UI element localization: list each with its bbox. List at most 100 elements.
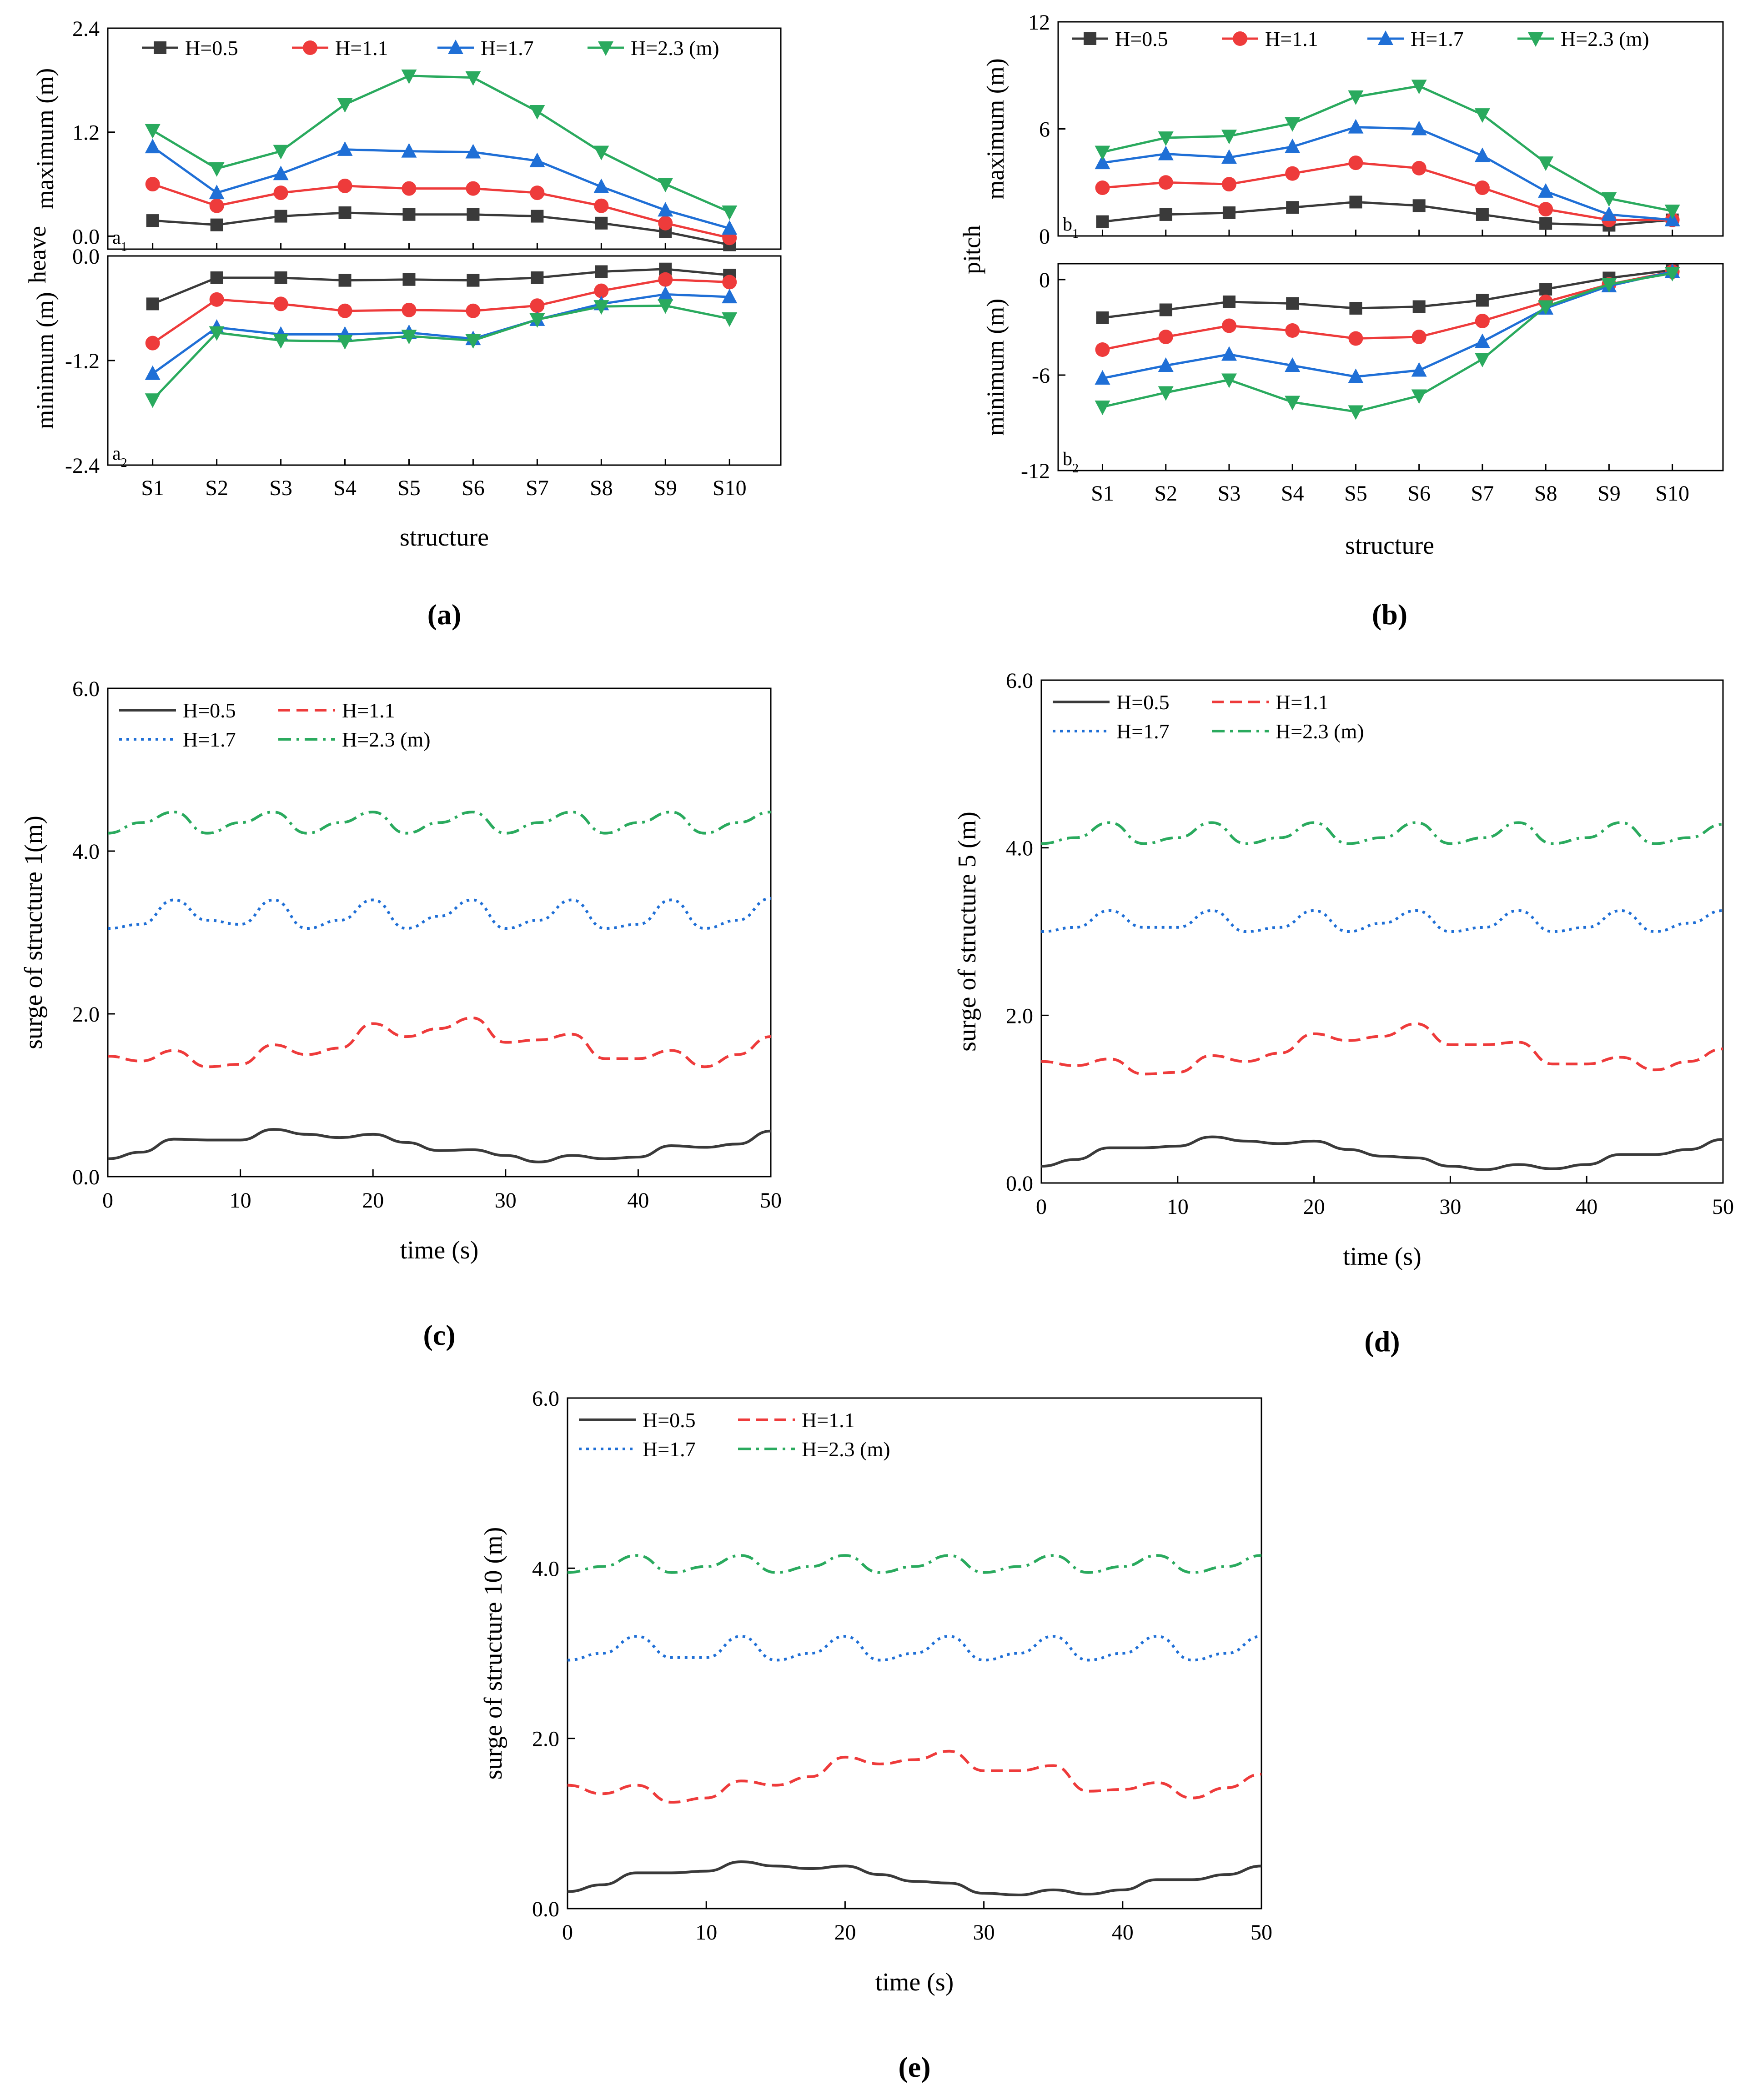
- data-point: [1158, 145, 1174, 160]
- data-point: [1221, 373, 1237, 388]
- y-tick-label: 6.0: [72, 677, 100, 701]
- data-point: [465, 71, 481, 86]
- y-tick-label: 0.0: [72, 245, 100, 269]
- legend-label: H=1.7: [481, 36, 534, 60]
- series-line: [152, 183, 730, 239]
- data-point: [1411, 160, 1427, 175]
- series-line: [567, 1635, 1262, 1662]
- data-point: [594, 283, 609, 298]
- x-tick-label: 0: [102, 1188, 113, 1213]
- data-point: [531, 210, 544, 223]
- y-tick-label: 0.0: [72, 225, 100, 249]
- data-point: [658, 178, 673, 193]
- data-point: [722, 312, 738, 327]
- data-point: [722, 205, 738, 221]
- legend-label: H=0.5: [643, 1408, 696, 1432]
- panel-title: (a): [427, 598, 462, 631]
- y-tick-label: 6: [1039, 118, 1050, 142]
- legend-marker: [303, 40, 317, 55]
- data-point: [1348, 405, 1364, 420]
- data-point: [1348, 119, 1364, 134]
- x-tick-label: S6: [1407, 481, 1431, 506]
- data-point: [1601, 192, 1617, 207]
- legend-label: H=1.7: [643, 1438, 696, 1461]
- legend-label: H=1.1: [1265, 27, 1318, 50]
- y-tick-label: -1.2: [65, 349, 100, 373]
- data-point: [337, 178, 352, 193]
- data-point: [1095, 342, 1110, 357]
- data-point: [1285, 166, 1300, 181]
- legend-label: H=1.1: [342, 699, 395, 722]
- data-point: [1158, 357, 1174, 372]
- series-line: [152, 75, 730, 213]
- data-point: [1285, 138, 1301, 153]
- x-tick-label: 0: [1036, 1195, 1047, 1219]
- data-point: [1095, 180, 1110, 195]
- data-point: [146, 214, 159, 227]
- series-line: [107, 1016, 771, 1068]
- y-tick-label: 4.0: [72, 840, 100, 864]
- y-tick-label: -2.4: [65, 454, 100, 478]
- x-tick-label: S2: [205, 476, 228, 500]
- data-point: [402, 208, 416, 221]
- y-tick-label: 0.0: [532, 1897, 559, 1921]
- series-line: [567, 1860, 1262, 1897]
- data-point: [466, 303, 481, 318]
- y-axis-label: minimum (m): [31, 292, 59, 429]
- data-point: [1286, 201, 1299, 214]
- data-point: [658, 272, 673, 287]
- data-point: [1221, 177, 1236, 192]
- data-point: [466, 181, 481, 196]
- data-point: [1601, 206, 1617, 221]
- y-tick-label: 2.4: [72, 17, 100, 41]
- y-tick-label: 2.0: [532, 1727, 559, 1751]
- plot-frame-a2: [107, 255, 782, 466]
- series-line: [107, 1128, 771, 1163]
- legend-label: H=1.1: [802, 1408, 855, 1432]
- series-line: [1102, 126, 1673, 221]
- legend-marker: [448, 40, 463, 54]
- data-point: [1286, 297, 1299, 310]
- data-point: [593, 178, 609, 193]
- data-point: [1411, 120, 1427, 135]
- data-point: [338, 274, 352, 287]
- y-tick-label: -6: [1032, 364, 1050, 388]
- data-point: [529, 313, 545, 328]
- panel-title: (b): [1372, 598, 1407, 631]
- series-line: [152, 293, 730, 375]
- data-point: [1158, 330, 1173, 344]
- series-line: [1041, 1135, 1723, 1171]
- data-point: [658, 286, 673, 301]
- corner-label: a2: [112, 443, 127, 470]
- y-tick-label: 0.0: [72, 1165, 100, 1189]
- data-point: [1348, 368, 1364, 383]
- data-point: [1096, 311, 1109, 324]
- y-tick-label: 6.0: [532, 1387, 559, 1411]
- data-point: [274, 210, 287, 223]
- plot-frame-a1: [107, 27, 782, 250]
- data-point: [593, 145, 609, 160]
- data-point: [1096, 215, 1109, 228]
- data-point: [1221, 318, 1236, 333]
- plot-frame-e: [567, 1397, 1262, 1910]
- data-point: [145, 365, 161, 380]
- x-axis-label: time (s): [875, 1968, 954, 1996]
- y-tick-label: -12: [1021, 459, 1050, 483]
- legend-label: H=2.3 (m): [631, 36, 719, 60]
- data-point: [529, 152, 545, 167]
- panel-title: (e): [898, 2051, 930, 2083]
- data-point: [1411, 389, 1427, 404]
- data-point: [1411, 362, 1427, 377]
- series-line: [1102, 200, 1673, 226]
- legend-marker: [154, 41, 166, 54]
- data-point: [1158, 175, 1173, 190]
- x-tick-label: 40: [1112, 1920, 1134, 1945]
- data-point: [1349, 302, 1362, 315]
- data-point: [273, 145, 289, 160]
- corner-label: b1: [1063, 214, 1079, 241]
- corner-label: b2: [1063, 449, 1079, 476]
- data-point: [1095, 155, 1110, 170]
- series-line: [152, 268, 730, 305]
- y-axis-group-label: pitch: [958, 225, 985, 274]
- data-point: [210, 218, 223, 231]
